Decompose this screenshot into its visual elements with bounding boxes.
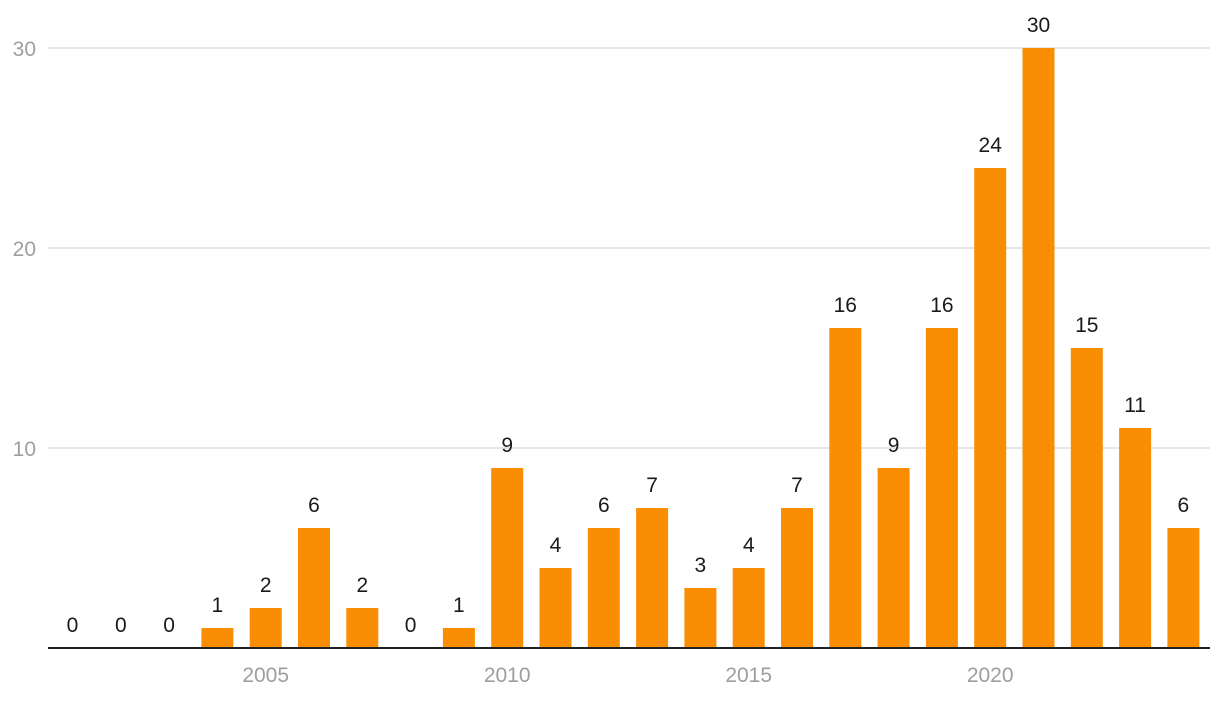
bar-2006: [298, 528, 330, 648]
data-label-2021: 30: [1027, 14, 1050, 37]
bar-2020: [974, 168, 1007, 648]
data-label-2008: 0: [405, 614, 417, 637]
data-label-2006: 6: [308, 494, 320, 517]
bar-2007: [346, 608, 379, 648]
bar-2018: [877, 468, 910, 648]
bars: [201, 48, 1200, 648]
gridlines: [48, 47, 1210, 449]
x-tick-label: 2010: [484, 664, 531, 687]
data-label-2014: 3: [695, 554, 707, 577]
bar-2023: [1119, 428, 1152, 648]
data-labels: 0 0 0 1 2 6 2 0 1 9 4 6 7 3 4 7 16 9 16 24 30 15 11 6: [67, 14, 1190, 637]
y-tick-label: 10: [13, 438, 36, 461]
data-label-2022: 15: [1075, 314, 1098, 337]
bar-2017: [829, 328, 862, 648]
bar-2019: [925, 328, 958, 648]
data-label-2016: 7: [791, 474, 803, 497]
data-label-2009: 1: [453, 594, 465, 617]
data-label-2020: 24: [979, 134, 1003, 157]
data-label-2015: 4: [743, 534, 755, 557]
bar-2021: [1022, 48, 1055, 648]
bar-2009: [442, 628, 475, 648]
bar-2011: [539, 568, 572, 648]
data-label-2002: 0: [115, 614, 127, 637]
bar-2015: [732, 568, 765, 648]
x-axis-ticks: 2005 2010 2015 2020: [242, 664, 1013, 687]
y-tick-label: 20: [13, 238, 36, 261]
bar-2022: [1070, 348, 1103, 648]
y-axis-ticks: 10 20 30: [13, 38, 36, 461]
data-label-2005: 2: [260, 574, 272, 597]
data-label-2024: 6: [1178, 494, 1190, 517]
x-tick-label: 2015: [725, 664, 772, 687]
bar-2013: [636, 508, 669, 648]
bar-2014: [684, 588, 717, 648]
data-label-2018: 9: [888, 434, 900, 457]
bar-2005: [249, 608, 282, 648]
data-label-2003: 0: [163, 614, 175, 637]
bar-2012: [587, 528, 620, 648]
data-label-2011: 4: [550, 534, 562, 557]
y-tick-label: 30: [13, 38, 36, 61]
data-label-2013: 7: [646, 474, 658, 497]
x-tick-label: 2020: [967, 664, 1014, 687]
data-label-2012: 6: [598, 494, 610, 517]
bar-2010: [491, 468, 524, 648]
data-label-2004: 1: [212, 594, 224, 617]
data-label-2019: 16: [930, 294, 953, 317]
bar-2004: [201, 628, 234, 648]
data-label-2023: 11: [1124, 394, 1146, 417]
data-label-2010: 9: [501, 434, 513, 457]
data-label-2017: 16: [834, 294, 857, 317]
bar-2016: [781, 508, 813, 648]
bar-2024: [1167, 528, 1200, 648]
x-tick-label: 2005: [242, 664, 289, 687]
data-label-2007: 2: [356, 574, 368, 597]
data-label-2001: 0: [67, 614, 79, 637]
